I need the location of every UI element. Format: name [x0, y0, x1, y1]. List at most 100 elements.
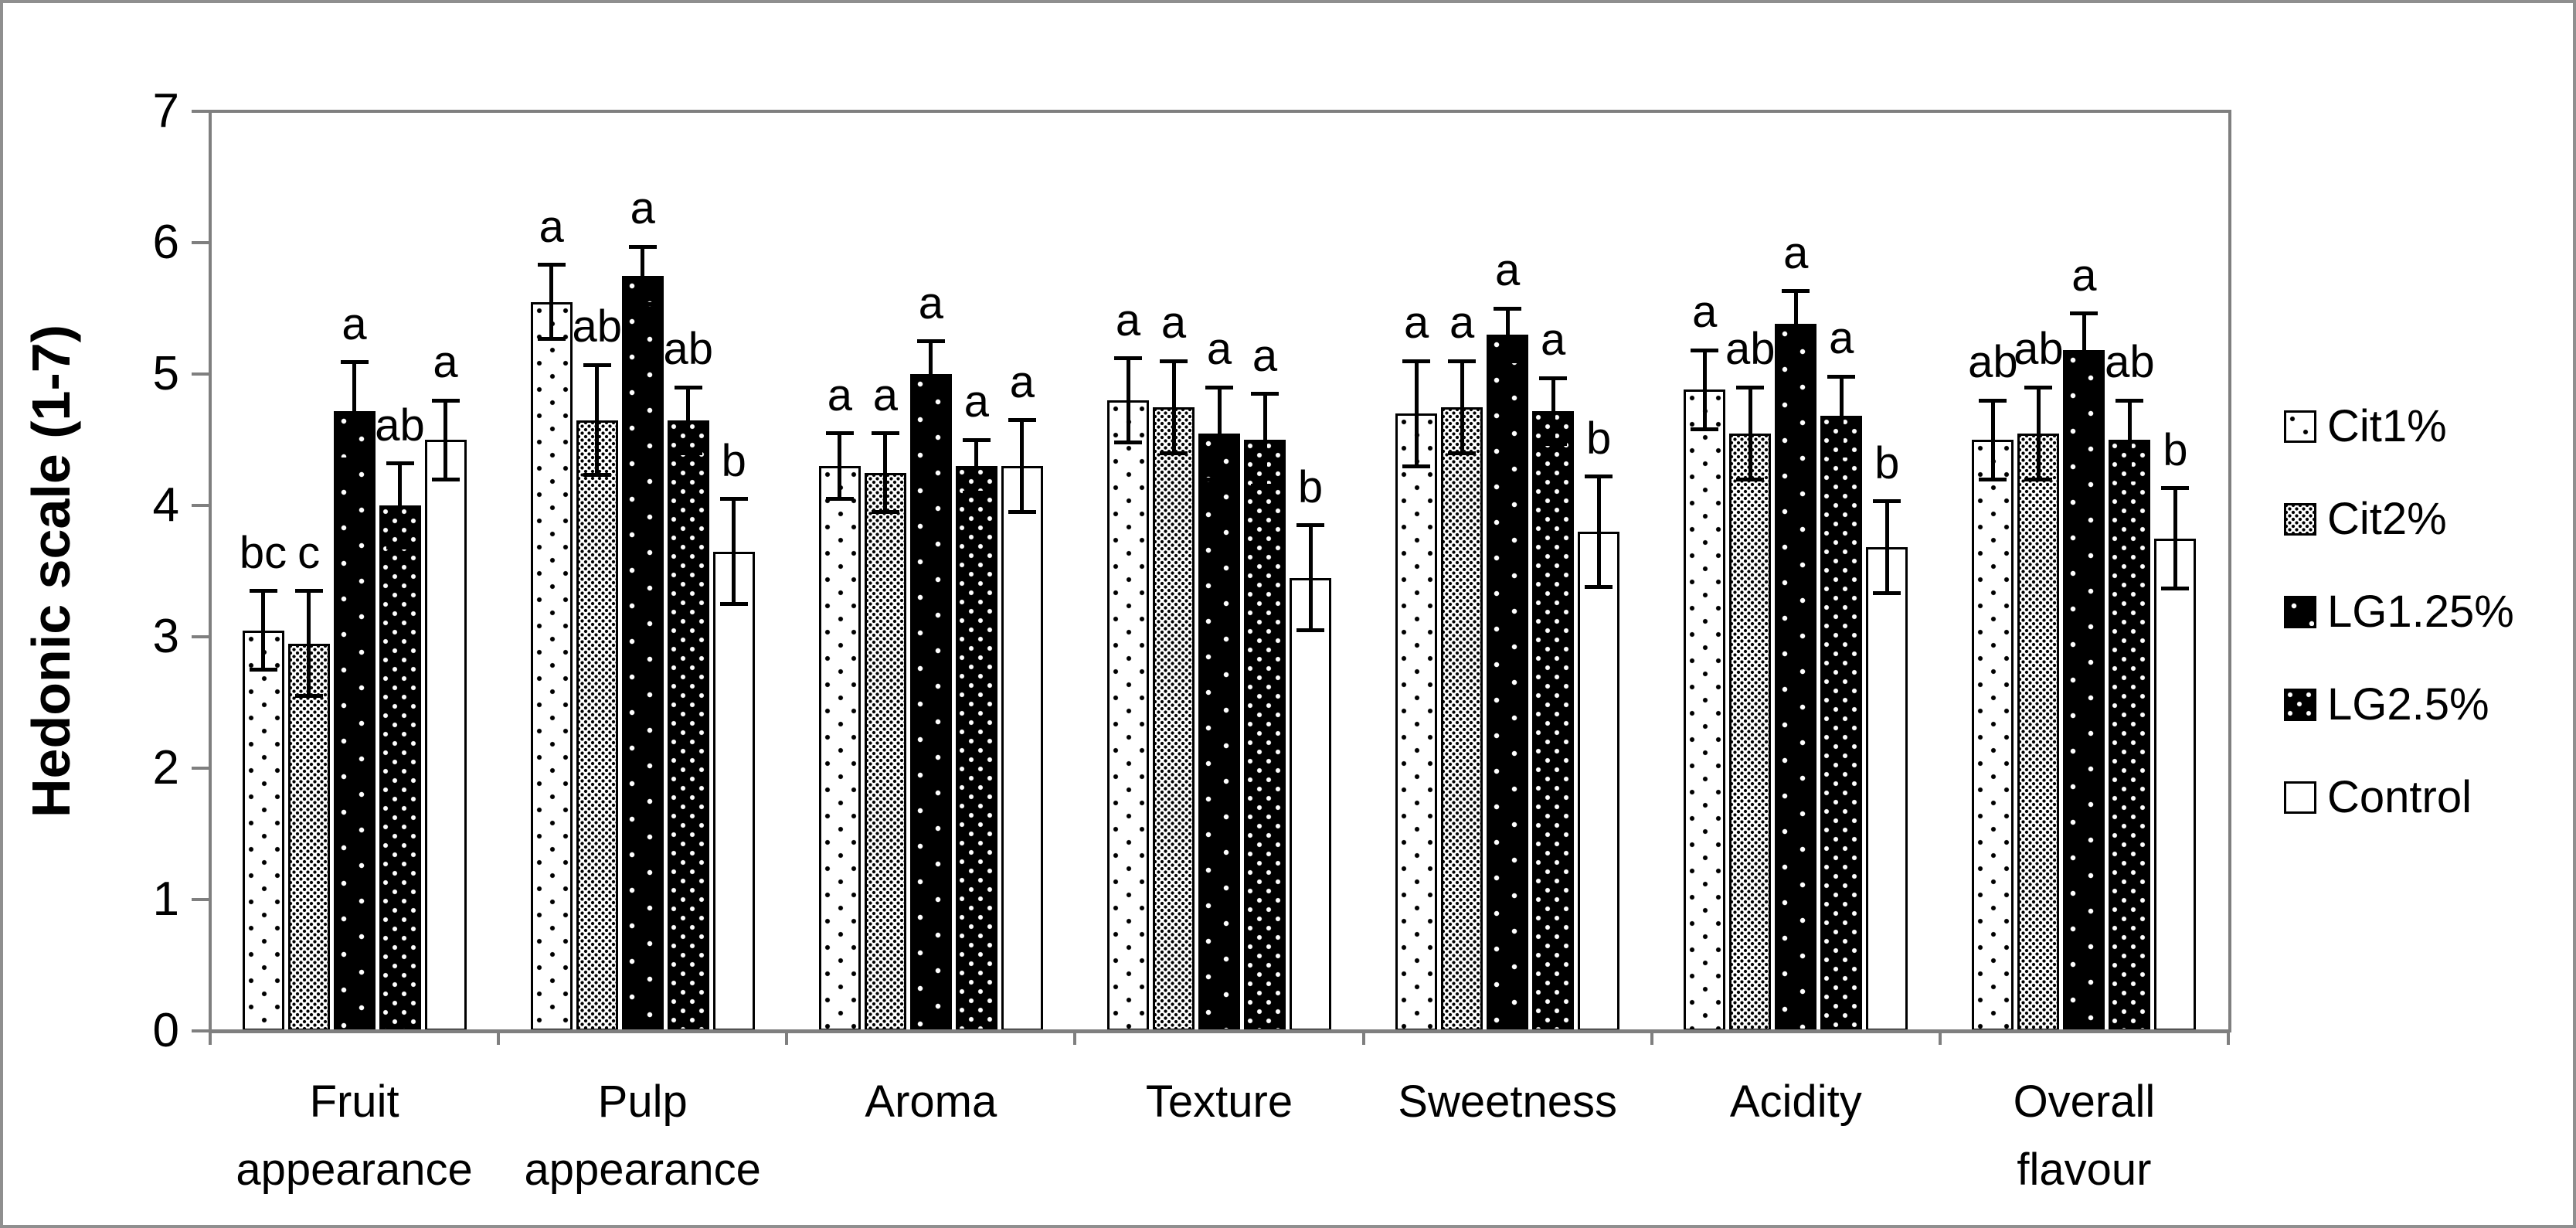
error-bar-cap-top: [674, 385, 702, 389]
y-tick-mark: [192, 898, 210, 901]
error-bar-cap-bottom: [674, 451, 702, 455]
error-bar-line: [261, 590, 266, 670]
significance-letter: a: [1161, 298, 1187, 348]
bar-lg125: [1775, 324, 1817, 1031]
error-bar-cap-top: [1873, 499, 1901, 504]
significance-letter: b: [721, 435, 746, 486]
y-tick-mark: [192, 635, 210, 638]
error-bar-cap-bottom: [1008, 510, 1036, 514]
error-bar-cap-top: [1251, 392, 1279, 396]
error-bar-cap-bottom: [2116, 477, 2144, 481]
significance-letter: ab: [2014, 324, 2064, 374]
significance-letter: b: [1874, 437, 1900, 488]
error-bar-line: [443, 400, 448, 479]
error-bar-cap-bottom: [825, 497, 854, 501]
bar-control: [424, 440, 467, 1031]
bar-cit1: [1684, 389, 1726, 1031]
x-tick-mark: [1650, 1031, 1653, 1045]
error-bar-cap-bottom: [916, 405, 945, 409]
error-bar-cap-bottom: [431, 477, 460, 481]
error-bar-cap-top: [1296, 523, 1324, 527]
error-bar-line: [2036, 387, 2041, 479]
bar-cit1: [818, 466, 861, 1031]
error-bar-cap-top: [340, 360, 369, 365]
bar-cit1: [1395, 413, 1438, 1031]
error-bar-line: [838, 433, 842, 499]
error-bar-cap-bottom: [249, 668, 277, 672]
significance-letter: a: [2071, 250, 2097, 301]
significance-letter: a: [827, 369, 852, 420]
error-bar-cap-top: [719, 497, 748, 501]
x-tick-mark: [1938, 1031, 1942, 1045]
error-bar-cap-bottom: [1251, 484, 1279, 488]
x-category-label: Aroma: [865, 1077, 997, 1127]
error-bar-cap-top: [916, 339, 945, 343]
significance-letter: ab: [2105, 337, 2155, 387]
bar-cit2: [1729, 433, 1772, 1031]
bar-lg25: [1820, 416, 1863, 1031]
error-bar-line: [549, 264, 554, 339]
error-bar-cap-top: [825, 431, 854, 435]
error-bar-cap-top: [1114, 356, 1142, 361]
significance-letter: a: [1541, 315, 1566, 366]
significance-letter: a: [1495, 245, 1521, 295]
error-bar-line: [307, 590, 311, 696]
y-tick-label: 4: [152, 478, 179, 532]
significance-letter: ab: [1725, 324, 1776, 374]
significance-letter: a: [1115, 294, 1141, 345]
error-bar-cap-top: [962, 437, 991, 442]
y-tick-label: 0: [152, 1004, 179, 1057]
error-bar-line: [1171, 361, 1176, 453]
error-bar-cap-top: [1585, 475, 1613, 479]
error-bar-cap-top: [294, 589, 323, 593]
significance-letter: b: [1297, 461, 1324, 512]
error-bar-line: [1990, 400, 1995, 479]
error-bar-cap-top: [628, 244, 657, 249]
error-bar-line: [2173, 488, 2177, 589]
y-tick-mark: [192, 1029, 210, 1032]
bar-lg125: [333, 410, 376, 1031]
y-tick-mark: [192, 504, 210, 507]
significance-letter: ab: [375, 400, 425, 451]
error-bar-line: [595, 365, 600, 475]
bar-lg125: [1198, 433, 1240, 1031]
bar-lg25: [955, 466, 997, 1031]
error-bar-cap-top: [2116, 398, 2144, 403]
error-bar-cap-top: [1691, 348, 1719, 352]
error-bar-line: [883, 433, 888, 512]
error-bar-cap-top: [1782, 289, 1810, 294]
x-category-label: Overall flavour: [2013, 1077, 2156, 1196]
error-bar-line: [974, 440, 979, 492]
significance-letter: a: [630, 183, 655, 234]
significance-letter: ab: [572, 301, 622, 352]
bar-lg125: [2063, 350, 2105, 1031]
error-bar-cap-top: [1008, 418, 1036, 422]
bar-lg25: [379, 505, 421, 1031]
error-bar-cap-bottom: [719, 602, 748, 606]
significance-letter: b: [2163, 424, 2188, 475]
error-bar-cap-top: [1827, 374, 1856, 379]
x-tick-mark: [2227, 1031, 2230, 1045]
error-bar-cap-bottom: [2070, 385, 2099, 389]
error-bar-cap-bottom: [2161, 586, 2190, 590]
error-bar-cap-bottom: [2024, 477, 2053, 481]
error-bar-line: [1308, 525, 1313, 631]
significance-letter: a: [1449, 298, 1475, 348]
bar-cit2: [576, 420, 618, 1031]
significance-letter: c: [297, 527, 321, 578]
error-bar-cap-bottom: [1979, 477, 2007, 481]
error-bar-cap-top: [431, 398, 460, 403]
error-bar-line: [2127, 400, 2132, 479]
x-tick-mark: [1073, 1031, 1077, 1045]
plot-area: 0 1 2 3 4 5 6 7 bc c a ab a a ab a ab b a a a a a a a a a b a a a a b a ab…: [3, 3, 2573, 1225]
error-bar-cap-bottom: [1114, 440, 1142, 444]
y-tick-mark: [192, 372, 210, 376]
significance-letter: a: [872, 369, 898, 420]
error-bar-cap-bottom: [1827, 453, 1856, 458]
error-bar-cap-top: [1402, 359, 1431, 363]
error-bar-cap-top: [1979, 398, 2007, 403]
error-bar-line: [2082, 313, 2086, 387]
error-bar-cap-top: [249, 589, 277, 593]
error-bar-cap-bottom: [1539, 441, 1568, 446]
y-tick-label: 5: [152, 347, 179, 400]
